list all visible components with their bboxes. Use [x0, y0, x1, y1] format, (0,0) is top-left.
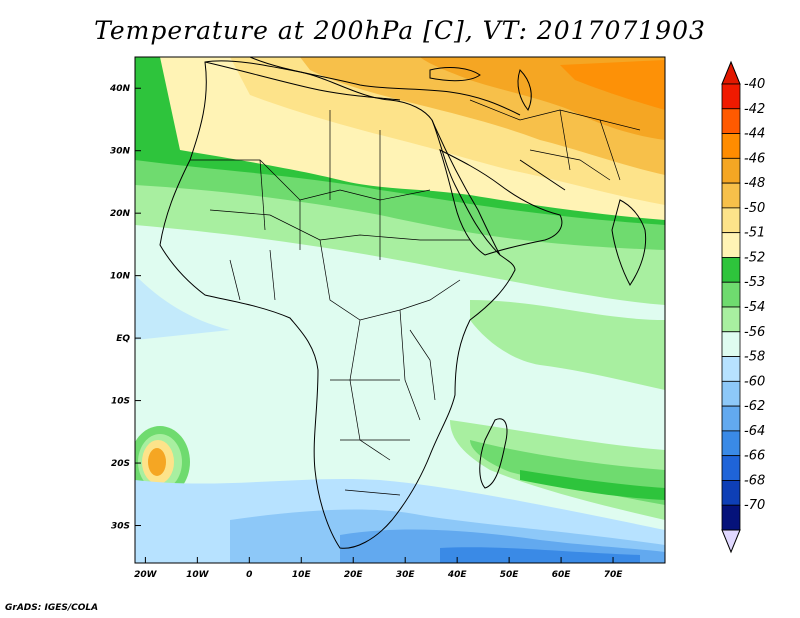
- lat-tick-label: EQ: [116, 334, 130, 344]
- colorbar-swatch: [721, 306, 741, 333]
- colorbar-swatch: [721, 405, 741, 432]
- colorbar-label: -64: [744, 424, 765, 439]
- colorbar-label: -62: [744, 399, 765, 414]
- lat-tick-label: 10S: [111, 397, 130, 407]
- colorbar-swatch: [721, 232, 741, 258]
- black-sea: [429, 67, 481, 82]
- temperature-field: [135, 57, 665, 563]
- colorbar-label: -40: [744, 77, 765, 92]
- band-minus56-west: [135, 275, 230, 340]
- colorbar-label: -44: [744, 127, 765, 142]
- colorbar-label: -46: [744, 151, 765, 166]
- colorbar-swatch: [721, 83, 741, 110]
- persian-gulf: [519, 159, 566, 191]
- colorbar-swatch: [721, 380, 741, 407]
- colorbar-label: -51: [744, 226, 765, 241]
- lat-tick-label: 20S: [111, 459, 130, 469]
- lon-tick-label: 20E: [344, 570, 364, 580]
- lat-tick-label: 30S: [111, 522, 130, 532]
- lat-tick-label: 30N: [110, 147, 131, 157]
- lat-tick-label: 40N: [109, 84, 131, 94]
- colorbar-label: -58: [744, 350, 765, 365]
- india-coastline: [611, 199, 647, 286]
- colorbar-bottom-arrow: [721, 529, 741, 554]
- lon-tick-label: 50E: [500, 570, 520, 580]
- colorbar-swatch: [721, 157, 741, 184]
- colorbar-swatch: [721, 430, 741, 457]
- map-title: Temperature at 200hPa [C], VT: 201707190…: [94, 16, 706, 45]
- colorbar-swatch: [721, 133, 741, 159]
- colorbar: -40 -42 -44 -46 -48 -50 -51 -52 -53 -54 -56 -58 -60 -…: [721, 60, 765, 554]
- colorbar-swatch: [721, 257, 741, 283]
- warm-blob-orange: [148, 448, 166, 476]
- lon-tick-label: 10W: [186, 570, 210, 580]
- mediterranean-north: [249, 57, 521, 116]
- country-borders: [190, 99, 641, 496]
- coastlines: [159, 57, 647, 549]
- colorbar-swatch: [721, 455, 741, 481]
- colorbar-label: -66: [744, 449, 765, 464]
- lon-tick-label: 40E: [447, 570, 468, 580]
- lon-tick-label: 60E: [552, 570, 572, 580]
- band-minus44-patch: [560, 60, 665, 110]
- colorbar-label: -68: [744, 473, 765, 488]
- colorbar-label: -56: [744, 325, 765, 340]
- lon-tick-label: 10E: [292, 570, 312, 580]
- colorbar-swatch: [721, 281, 741, 308]
- lon-tick-label: 0: [246, 570, 252, 580]
- colorbar-swatch: [721, 356, 741, 382]
- grads-credit: GrADS: IGES/COLA: [5, 603, 99, 613]
- caspian: [517, 69, 532, 111]
- band-minus62: [440, 547, 640, 563]
- europe-coastline: [204, 61, 401, 101]
- colorbar-label: -54: [744, 300, 765, 315]
- axis-ticks: 20W 10W 0 10E 20E 30E 40E 50E 60E 70E 40N 30N 20N 10N…: [109, 84, 623, 580]
- colorbar-label: -50: [744, 201, 765, 216]
- arabia-coastline: [439, 149, 563, 256]
- band-minus53-indian: [470, 300, 665, 390]
- colorbar-top-arrow: [721, 60, 741, 85]
- lon-tick-label: 70E: [604, 570, 624, 580]
- lon-tick-label: 20W: [134, 570, 158, 580]
- colorbar-swatch: [721, 504, 741, 531]
- colorbar-swatch: [721, 480, 741, 506]
- colorbar-swatch: [721, 108, 741, 134]
- colorbar-label: -70: [744, 498, 765, 513]
- madagascar-coastline: [479, 418, 508, 489]
- colorbar-swatch: [721, 331, 741, 357]
- red-sea: [431, 119, 501, 256]
- colorbar-label: -42: [744, 102, 765, 117]
- colorbar-swatch: [721, 207, 741, 234]
- colorbar-label: -60: [744, 374, 765, 389]
- colorbar-label: -52: [744, 250, 765, 265]
- lon-tick-label: 30E: [396, 570, 416, 580]
- lat-tick-label: 10N: [110, 272, 131, 282]
- colorbar-label: -53: [744, 275, 765, 290]
- colorbar-label: -48: [744, 176, 765, 191]
- colorbar-swatch: [721, 182, 741, 209]
- band-minus51-south: [520, 470, 665, 500]
- map-frame: [134, 56, 666, 564]
- lat-tick-label: 20N: [110, 209, 131, 219]
